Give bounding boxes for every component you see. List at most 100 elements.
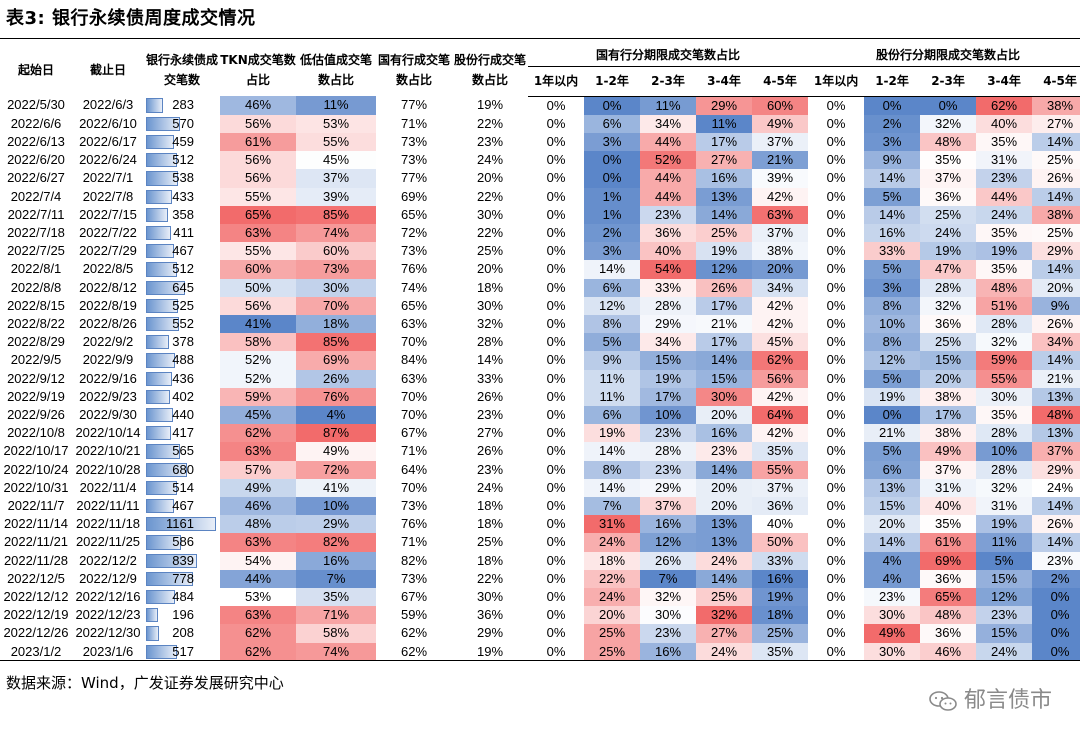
cell-trade-count: 680 (144, 461, 220, 479)
cell-joint-term-pct: 35% (976, 405, 1033, 425)
cell-end-date: 2022/7/29 (79, 243, 137, 259)
cell-state-bank-pct: 70% (400, 406, 428, 422)
cell-joint-term-pct: 23% (1032, 551, 1080, 570)
cell-joint-term-pct: 29% (1032, 460, 1080, 479)
cell-state-term-pct: 36% (640, 223, 696, 243)
cell-low-valuation-pct: 18% (296, 314, 376, 334)
cell-tkn-pct: 56% (220, 114, 296, 133)
cell-state-term-pct: 34% (640, 333, 696, 352)
cell-state-term-pct: 0% (546, 133, 566, 149)
cell-low-valuation-pct: 11% (296, 96, 376, 115)
table-row: 2022/9/26 2022/9/30 440 45% 4% 70% 23% 0% 6% 10% 2… (0, 405, 1080, 425)
cell-state-term-pct: 23% (640, 460, 696, 479)
cell-trade-count: 538 (144, 169, 220, 187)
header-state-term-3: 3-4年 (696, 66, 752, 97)
header-state-term-group: 国有行分期限成交笔数占比 (528, 44, 809, 67)
count-bar (146, 608, 158, 623)
cell-state-term-pct: 20% (696, 496, 752, 516)
cell-state-term-pct: 7% (584, 496, 640, 516)
header-joint-term-2: 2-3年 (920, 66, 977, 97)
count-value: 378 (172, 334, 194, 350)
cell-tkn-pct: 63% (220, 223, 296, 243)
cell-start-date: 2022/12/19 (3, 607, 69, 623)
cell-joint-term-pct: 32% (976, 478, 1033, 497)
cell-joint-term-pct: 30% (864, 606, 921, 625)
cell-tkn-pct: 54% (220, 551, 296, 570)
cell-trade-count: 525 (144, 297, 220, 315)
cell-joint-term-pct: 36% (920, 624, 977, 643)
cell-state-term-pct: 42% (752, 314, 809, 334)
cell-joint-term-pct: 14% (1032, 260, 1080, 279)
count-value: 517 (172, 643, 194, 659)
cell-state-term-pct: 56% (752, 369, 809, 388)
cell-joint-term-pct: 24% (920, 223, 977, 243)
cell-end-date: 2022/7/1 (82, 170, 134, 186)
cell-state-term-pct: 49% (752, 114, 809, 133)
cell-start-date: 2022/10/17 (3, 443, 69, 459)
cell-joint-term-pct: 59% (976, 351, 1033, 370)
cell-joint-term-pct: 49% (920, 442, 977, 461)
table-row: 2022/8/8 2022/8/12 645 50% 30% 74% 18% 0% 6% 33% 2… (0, 278, 1080, 297)
cell-joint-term-pct: 35% (976, 132, 1033, 152)
count-value: 514 (172, 479, 194, 495)
count-bar (146, 480, 177, 495)
cell-low-valuation-pct: 58% (296, 624, 376, 643)
count-bar (146, 98, 163, 113)
cell-low-valuation-pct: 4% (296, 405, 376, 425)
cell-state-term-pct: 40% (640, 242, 696, 261)
cell-joint-term-pct: 5% (864, 260, 921, 279)
cell-trade-count: 411 (144, 224, 220, 242)
cell-start-date: 2022/8/22 (7, 315, 65, 331)
count-bar (146, 225, 171, 241)
cell-state-term-pct: 19% (696, 242, 752, 261)
count-value: 645 (172, 279, 194, 295)
cell-trade-count: 570 (144, 115, 220, 133)
cell-state-term-pct: 1% (584, 205, 640, 224)
cell-joint-term-pct: 11% (976, 533, 1033, 552)
cell-joint-bank-pct: 23% (476, 133, 504, 149)
cell-joint-term-pct: 32% (976, 333, 1033, 352)
cell-tkn-pct: 59% (220, 387, 296, 406)
cell-state-term-pct: 24% (584, 587, 640, 607)
table-row: 2022/9/5 2022/9/9 488 52% 69% 84% 14% 0% 9% 15% 14… (0, 351, 1080, 370)
cell-state-term-pct: 7% (640, 569, 696, 588)
cell-joint-term-pct: 0% (826, 352, 846, 368)
cell-low-valuation-pct: 16% (296, 551, 376, 570)
cell-tkn-pct: 60% (220, 260, 296, 279)
cell-state-term-pct: 44% (640, 187, 696, 206)
count-value: 411 (173, 224, 194, 240)
cell-state-term-pct: 62% (752, 351, 809, 370)
cell-tkn-pct: 55% (220, 187, 296, 206)
cell-joint-term-pct: 0% (920, 96, 977, 115)
cell-joint-term-pct: 0% (826, 479, 846, 495)
cell-joint-term-pct: 28% (976, 314, 1033, 334)
cell-end-date: 2022/8/19 (79, 297, 137, 313)
cell-joint-term-pct: 20% (864, 515, 921, 534)
count-value: 283 (172, 97, 194, 113)
cell-joint-term-pct: 26% (1032, 169, 1080, 188)
cell-start-date: 2022/8/15 (7, 297, 65, 313)
cell-state-bank-pct: 73% (400, 497, 428, 513)
cell-joint-term-pct: 17% (920, 405, 977, 425)
count-bar (146, 353, 175, 368)
cell-state-term-pct: 11% (584, 369, 640, 388)
cell-state-term-pct: 35% (752, 442, 809, 461)
cell-joint-term-pct: 31% (976, 496, 1033, 516)
cell-joint-term-pct: 12% (864, 351, 921, 370)
cell-joint-term-pct: 25% (1032, 151, 1080, 170)
cell-start-date: 2022/7/4 (10, 188, 62, 204)
cell-trade-count: 488 (144, 351, 220, 369)
cell-tkn-pct: 63% (220, 606, 296, 625)
cell-start-date: 2022/8/1 (10, 261, 62, 277)
count-bar (146, 171, 178, 186)
cell-state-term-pct: 8% (584, 460, 640, 479)
cell-start-date: 2022/5/30 (7, 97, 65, 113)
cell-joint-term-pct: 51% (976, 296, 1033, 315)
cell-state-term-pct: 1% (584, 187, 640, 206)
cell-state-term-pct: 36% (752, 496, 809, 516)
cell-low-valuation-pct: 87% (296, 424, 376, 443)
cell-state-term-pct: 0% (546, 388, 566, 404)
cell-joint-term-pct: 13% (1032, 424, 1080, 443)
cell-joint-bank-pct: 26% (476, 388, 504, 404)
cell-tkn-pct: 52% (220, 369, 296, 388)
